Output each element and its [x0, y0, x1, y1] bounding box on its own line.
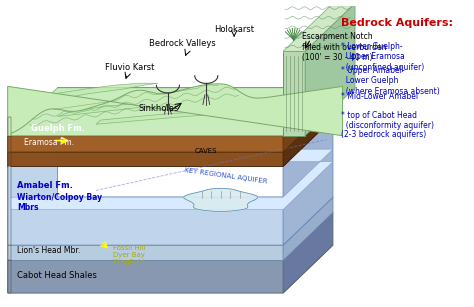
Polygon shape: [8, 152, 10, 166]
Text: Holokarst: Holokarst: [214, 25, 254, 34]
Polygon shape: [57, 99, 201, 117]
Polygon shape: [283, 119, 333, 245]
Polygon shape: [283, 51, 305, 136]
Text: * top of Cabot Head
  (disconformity aquifer): * top of Cabot Head (disconformity aquif…: [341, 111, 434, 130]
Text: * Mid-Lower Amabel: * Mid-Lower Amabel: [341, 91, 418, 101]
Text: Amabel Fm.: Amabel Fm.: [17, 181, 73, 190]
Polygon shape: [8, 197, 333, 260]
Text: * Lower Guelph-
  Upper Eramosa
  (unconfined aquifer): * Lower Guelph- Upper Eramosa (unconfine…: [341, 42, 424, 72]
Text: Escarpment Notch
filled with overburden
(100' = 30 - 40 m): Escarpment Notch filled with overburden …: [302, 32, 387, 62]
Text: KEY REGIONAL AQUIFER: KEY REGIONAL AQUIFER: [183, 167, 267, 185]
Text: Cabot Head Shales: Cabot Head Shales: [17, 271, 97, 280]
Text: Wiarton/Colpoy Bay: Wiarton/Colpoy Bay: [17, 193, 102, 202]
Text: (2-3 bedrock aquifers): (2-3 bedrock aquifers): [341, 130, 426, 139]
Polygon shape: [96, 111, 245, 124]
Polygon shape: [8, 212, 333, 293]
Polygon shape: [8, 136, 10, 152]
Polygon shape: [183, 188, 258, 212]
Text: Fossil Hill
Dyer Bay
Wingfield: Fossil Hill Dyer Bay Wingfield: [113, 245, 146, 265]
Polygon shape: [283, 3, 355, 51]
Polygon shape: [8, 119, 333, 245]
Text: * Upper Amabel-
  Lower Guelph
  (where Eramosa absent): * Upper Amabel- Lower Guelph (where Eram…: [341, 66, 439, 95]
Text: Mbrs: Mbrs: [17, 203, 39, 212]
Text: Sinkholes: Sinkholes: [138, 104, 179, 113]
Text: Bedrock Aquifers:: Bedrock Aquifers:: [341, 18, 453, 28]
Polygon shape: [8, 166, 10, 245]
Polygon shape: [8, 149, 333, 210]
Polygon shape: [283, 88, 333, 152]
Polygon shape: [8, 104, 333, 166]
Text: Lion's Head Mbr.: Lion's Head Mbr.: [17, 247, 81, 255]
Polygon shape: [305, 3, 355, 136]
Text: CAVES: CAVES: [195, 148, 218, 154]
Polygon shape: [9, 83, 158, 107]
Polygon shape: [8, 117, 10, 136]
Text: Fluvio Karst: Fluvio Karst: [105, 63, 154, 72]
Polygon shape: [8, 245, 10, 260]
Polygon shape: [283, 104, 333, 166]
Polygon shape: [8, 260, 10, 293]
Polygon shape: [8, 88, 333, 152]
Text: Guelph Fm.: Guelph Fm.: [31, 124, 85, 133]
Text: Eramosa Fm.: Eramosa Fm.: [24, 138, 74, 147]
Polygon shape: [8, 88, 333, 136]
Polygon shape: [8, 84, 343, 136]
Text: Bedrock Valleys: Bedrock Valleys: [149, 39, 216, 48]
Polygon shape: [283, 197, 333, 260]
Polygon shape: [283, 212, 333, 293]
